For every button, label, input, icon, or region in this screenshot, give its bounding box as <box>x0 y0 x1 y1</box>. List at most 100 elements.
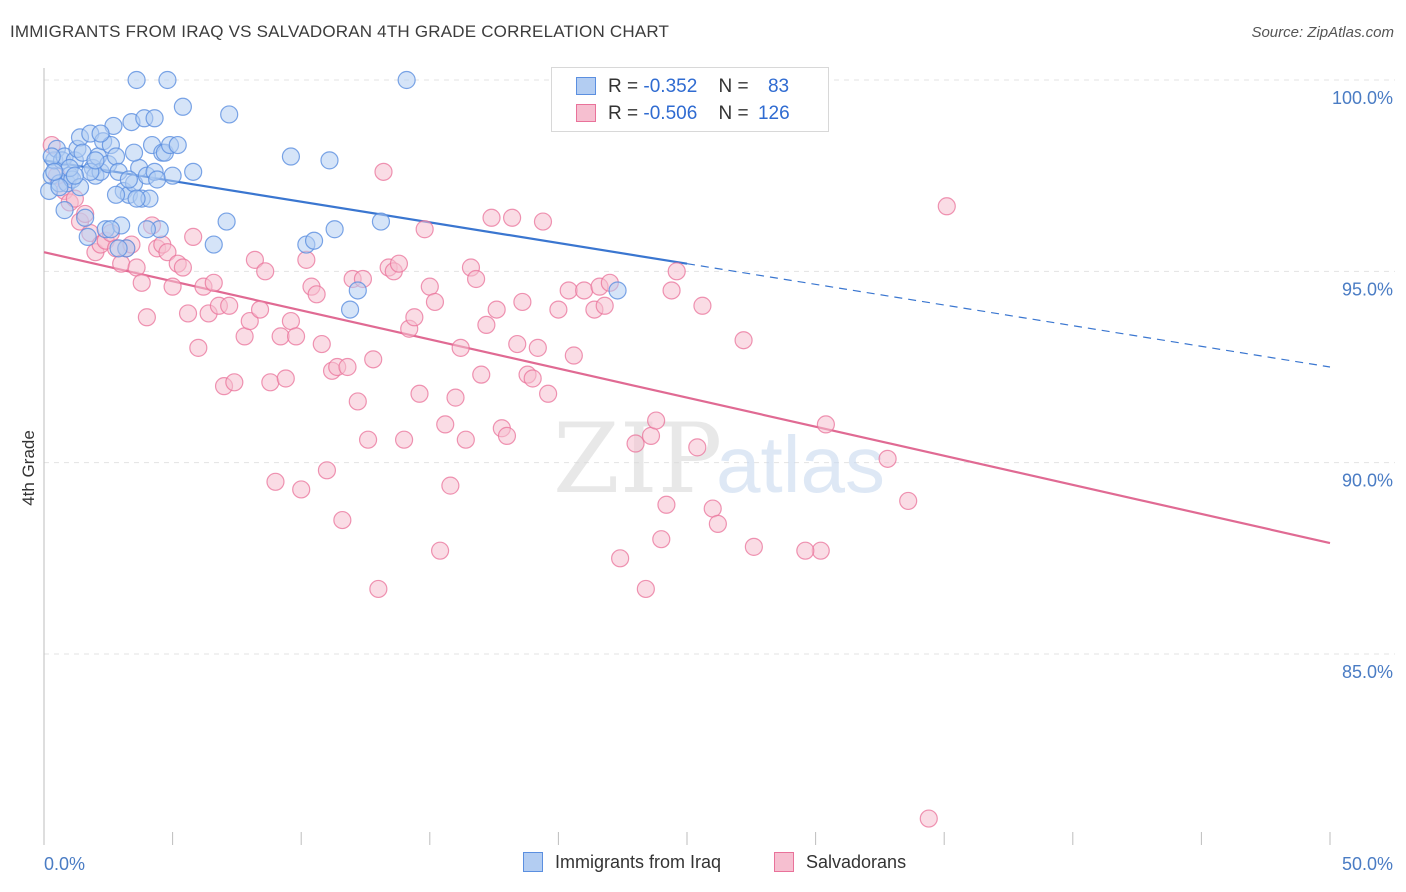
legend-r-label: R = <box>608 103 639 124</box>
point-salvadorans <box>937 197 956 216</box>
point-salvadorans <box>513 292 532 312</box>
point-iraq <box>168 135 187 155</box>
point-salvadorans <box>703 499 722 518</box>
point-salvadorans <box>333 510 352 530</box>
point-salvadorans <box>405 308 424 327</box>
legend-row-iraq: R = -0.352 N = 83 <box>576 76 789 102</box>
bottom-legend-label-salvadorans: Salvadorans <box>806 852 907 872</box>
point-iraq <box>91 124 110 143</box>
point-salvadorans <box>410 384 429 403</box>
point-iraq <box>163 166 182 185</box>
point-salvadorans <box>611 549 630 568</box>
point-salvadorans <box>662 281 681 300</box>
point-salvadorans <box>523 369 542 388</box>
point-salvadorans <box>564 346 583 365</box>
point-salvadorans <box>245 250 265 269</box>
point-salvadorans <box>734 331 753 350</box>
point-salvadorans <box>503 208 522 227</box>
bottom-swatch-iraq <box>523 852 543 872</box>
y-tick-label: 100.0% <box>1332 88 1393 108</box>
point-iraq <box>204 235 223 254</box>
point-salvadorans <box>636 579 655 599</box>
point-salvadorans <box>240 311 259 331</box>
legend-r-value: -0.506 <box>643 103 698 124</box>
point-iraq <box>173 97 192 116</box>
legend-n-label: N = <box>718 76 749 97</box>
point-salvadorans <box>559 281 578 300</box>
point-salvadorans <box>364 350 383 369</box>
point-salvadorans <box>250 300 270 319</box>
point-salvadorans <box>158 243 177 262</box>
point-iraq <box>220 105 239 124</box>
point-salvadorans <box>256 262 275 281</box>
point-salvadorans <box>472 365 491 384</box>
point-salvadorans <box>647 411 666 430</box>
point-salvadorans <box>358 430 378 449</box>
point-salvadorans <box>595 296 614 315</box>
points <box>40 70 956 828</box>
y-axis-label: 4th Grade <box>19 430 38 506</box>
point-salvadorans <box>307 285 326 304</box>
point-salvadorans <box>184 227 203 246</box>
point-salvadorans <box>297 250 316 269</box>
point-salvadorans <box>271 327 290 346</box>
bottom-legend-iraq: Immigrants from Iraq <box>523 852 721 873</box>
point-iraq <box>65 166 84 185</box>
point-salvadorans <box>446 388 465 407</box>
point-salvadorans <box>286 327 306 346</box>
point-salvadorans <box>281 311 301 331</box>
bottom-swatch-salvadorans <box>774 852 794 872</box>
point-salvadorans <box>292 480 311 499</box>
point-salvadorans <box>261 373 280 392</box>
point-iraq <box>50 178 69 197</box>
point-salvadorans <box>456 430 475 449</box>
point-salvadorans <box>708 514 727 533</box>
point-salvadorans <box>533 212 553 231</box>
point-salvadorans <box>415 220 434 239</box>
point-salvadorans <box>667 262 686 281</box>
point-salvadorans <box>899 491 918 511</box>
point-salvadorans <box>132 273 151 292</box>
point-iraq <box>217 212 236 231</box>
point-salvadorans <box>482 208 501 227</box>
y-tick-label: 85.0% <box>1342 662 1393 682</box>
point-salvadorans <box>508 334 527 354</box>
point-salvadorans <box>137 308 156 327</box>
point-salvadorans <box>528 338 547 357</box>
point-salvadorans <box>436 415 455 434</box>
point-salvadorans <box>657 495 676 514</box>
y-tick-label: 95.0% <box>1342 279 1393 299</box>
point-iraq <box>145 109 164 128</box>
point-iraq <box>109 239 128 258</box>
point-iraq <box>148 170 167 189</box>
point-iraq <box>106 147 126 166</box>
point-iraq <box>86 151 105 170</box>
point-salvadorans <box>425 292 445 312</box>
point-salvadorans <box>693 296 712 315</box>
point-iraq <box>320 151 339 170</box>
point-salvadorans <box>225 373 244 392</box>
point-salvadorans <box>497 426 517 445</box>
point-iraq <box>137 220 156 239</box>
point-iraq <box>281 147 301 166</box>
point-salvadorans <box>173 258 192 277</box>
point-salvadorans <box>626 434 645 453</box>
point-iraq <box>158 70 177 90</box>
legend-r-value: -0.352 <box>643 76 698 97</box>
point-salvadorans <box>477 315 496 335</box>
point-iraq <box>127 189 146 208</box>
point-iraq <box>119 170 138 189</box>
point-iraq <box>55 201 74 220</box>
watermark-zip: ZIP <box>553 403 722 515</box>
point-salvadorans <box>127 258 146 277</box>
point-salvadorans <box>811 541 830 560</box>
point-salvadorans <box>348 392 367 411</box>
point-iraq <box>106 185 126 204</box>
bottom-legend-label-iraq: Immigrants from Iraq <box>555 852 722 872</box>
point-salvadorans <box>816 415 835 434</box>
point-iraq <box>348 281 367 300</box>
point-iraq <box>78 227 97 246</box>
point-salvadorans <box>178 304 198 323</box>
stats-legend: R = -0.352 N = 83 R = -0.506 N = 126 <box>551 67 829 132</box>
